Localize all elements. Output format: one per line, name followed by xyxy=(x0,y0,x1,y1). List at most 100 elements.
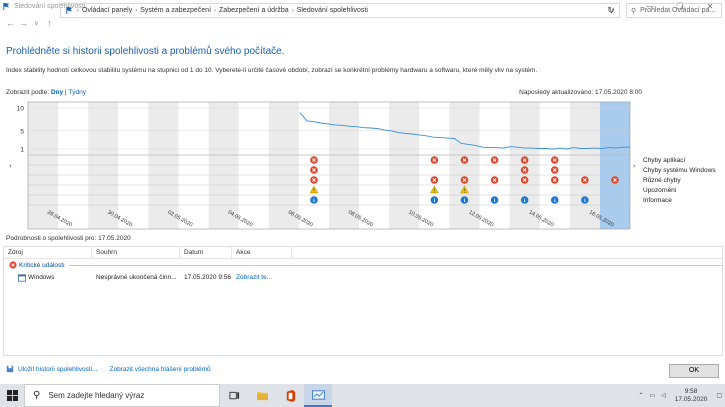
info-icon-mark: i xyxy=(434,198,436,204)
crumb-security-maintenance[interactable]: Zabezpečení a údržba xyxy=(219,7,289,14)
table-header: Zdroj Souhrn Datum Akce xyxy=(4,246,722,259)
cell-source: Windows xyxy=(4,273,92,282)
taskbar-search-placeholder: Sem zadejte hledaný výraz xyxy=(48,391,145,400)
day-column[interactable] xyxy=(178,102,209,229)
page-description: Index stability hodnotí celkovou stabili… xyxy=(6,67,538,74)
crumb-reliability-monitor[interactable]: Sledování spolehlivosti xyxy=(296,7,368,14)
recent-chevron-icon[interactable]: ∨ xyxy=(34,20,39,27)
error-icon-mark xyxy=(522,158,527,162)
group-critical-events[interactable]: Kritické události xyxy=(4,259,722,271)
clock-time: 9:58 xyxy=(684,387,698,395)
start-button[interactable] xyxy=(0,384,24,407)
info-icon xyxy=(430,196,439,204)
view-details-link[interactable]: Zobrazit te... xyxy=(236,274,273,281)
error-icon-mark xyxy=(312,178,316,182)
day-column[interactable] xyxy=(208,102,239,229)
warning-icon-mark: ! xyxy=(464,189,465,195)
system-tray: ⌃ ▭ ◁ 9:58 17.05.2020 ▢ xyxy=(635,388,725,404)
clock-date: 17.05.2020 xyxy=(674,395,708,403)
category-label: Informace xyxy=(643,197,672,204)
last-updated: Naposledy aktualizováno: 17.05.2020 8:00 xyxy=(519,89,642,96)
network-icon[interactable]: ▭ xyxy=(649,393,656,399)
day-column[interactable] xyxy=(118,102,149,229)
error-icon-mark xyxy=(522,168,527,172)
notifications-icon[interactable]: ▢ xyxy=(716,393,722,399)
info-icon xyxy=(520,196,529,204)
view-by: Zobrazit podle: Dny | Týdny xyxy=(6,89,86,96)
search-icon: ⚲ xyxy=(33,390,41,401)
col-action[interactable]: Akce xyxy=(232,246,292,259)
ok-button[interactable]: OK xyxy=(669,364,719,378)
clock[interactable]: 9:58 17.05.2020 xyxy=(675,388,708,404)
day-column[interactable] xyxy=(479,102,510,229)
control-panel-icon xyxy=(66,6,73,15)
day-column[interactable] xyxy=(389,102,420,229)
day-column[interactable] xyxy=(449,102,480,229)
day-column[interactable] xyxy=(28,102,59,229)
scroll-left-icon[interactable]: ‹ xyxy=(9,162,12,170)
warning-icon xyxy=(460,185,469,194)
col-summary[interactable]: Souhrn xyxy=(92,246,180,259)
view-separator: | xyxy=(64,89,67,96)
file-explorer-icon[interactable] xyxy=(248,384,276,407)
taskbar-search[interactable]: ⚲ Sem zadejte hledaný výraz xyxy=(24,384,220,407)
crumb-control-panel[interactable]: Ovládací panely xyxy=(82,7,133,14)
search-input[interactable]: ⚲ Prohledat Ovládací pa... xyxy=(626,3,722,18)
save-history-link[interactable]: Uložit historii spolehlivosti... xyxy=(18,365,98,373)
day-column[interactable] xyxy=(539,102,570,229)
col-date[interactable]: Datum xyxy=(180,246,232,259)
y-tick-label: 1 xyxy=(20,147,24,154)
chevron-right-icon: › xyxy=(214,7,217,14)
day-column[interactable] xyxy=(298,102,329,229)
day-column[interactable] xyxy=(359,102,390,229)
breadcrumb[interactable]: › Ovládací panely › Systém a zabezpečení… xyxy=(60,3,620,18)
view-by-label: Zobrazit podle: xyxy=(6,89,49,96)
volume-icon[interactable]: ◁ xyxy=(661,393,666,399)
day-column[interactable] xyxy=(58,102,89,229)
warning-icon-mark: ! xyxy=(434,189,435,195)
scroll-right-icon[interactable]: › xyxy=(633,162,636,170)
close-button[interactable]: ✕ xyxy=(706,2,714,11)
day-column[interactable] xyxy=(148,102,179,229)
info-icon xyxy=(460,196,469,204)
selected-day-column[interactable] xyxy=(599,102,630,229)
day-column[interactable] xyxy=(569,102,600,229)
save-icon xyxy=(6,365,14,373)
category-label: Chyby aplikací xyxy=(643,157,685,164)
day-column[interactable] xyxy=(88,102,119,229)
chart-border xyxy=(27,101,631,230)
group-divider xyxy=(68,264,722,266)
day-column[interactable] xyxy=(329,102,360,229)
page-title: Prohlédněte si historii spolehlivosti a … xyxy=(6,46,285,57)
col-source[interactable]: Zdroj xyxy=(4,246,92,259)
forward-arrow-icon[interactable]: → xyxy=(19,18,28,28)
refresh-icon[interactable]: ↻ xyxy=(607,5,615,15)
category-label: Upozornění xyxy=(643,187,677,194)
info-icon-mark: i xyxy=(313,198,315,204)
table-row[interactable]: Windows Nesprávné ukončená činn... 17.05… xyxy=(4,271,722,284)
minimize-button[interactable]: — xyxy=(646,2,654,11)
reliability-monitor-taskbar-icon[interactable] xyxy=(304,384,332,407)
chevron-down-icon[interactable]: ∨ xyxy=(608,7,614,15)
reliability-chart-svg[interactable]: 10 5 1 Chyby aplikací Chyby systému Windows R… xyxy=(0,100,725,230)
office-icon[interactable] xyxy=(276,384,304,407)
view-days-link[interactable]: Dny xyxy=(50,89,64,96)
day-column[interactable] xyxy=(509,102,540,229)
error-icon-mark xyxy=(462,178,467,182)
search-icon: ⚲ xyxy=(631,7,637,15)
day-column[interactable] xyxy=(419,102,450,229)
maximize-button[interactable]: ❐ xyxy=(676,2,684,11)
tray-chevron-up-icon[interactable]: ⌃ xyxy=(638,393,644,399)
back-arrow-icon[interactable]: ← xyxy=(6,18,15,28)
details-table: Zdroj Souhrn Datum Akce Kritické událost… xyxy=(3,246,723,356)
warning-icon xyxy=(430,185,439,194)
source-text: Windows xyxy=(28,274,55,281)
crumb-system-security[interactable]: Systém a zabezpečení xyxy=(140,7,212,14)
task-view-icon[interactable] xyxy=(220,384,248,407)
view-weeks-link[interactable]: Týdny xyxy=(68,89,87,96)
day-column[interactable] xyxy=(238,102,269,229)
day-column[interactable] xyxy=(268,102,299,229)
view-all-reports-link[interactable]: Zobrazit všechna hlášení problémů xyxy=(109,365,211,373)
error-icon-mark xyxy=(613,178,617,182)
up-arrow-icon[interactable]: ↑ xyxy=(47,18,52,28)
